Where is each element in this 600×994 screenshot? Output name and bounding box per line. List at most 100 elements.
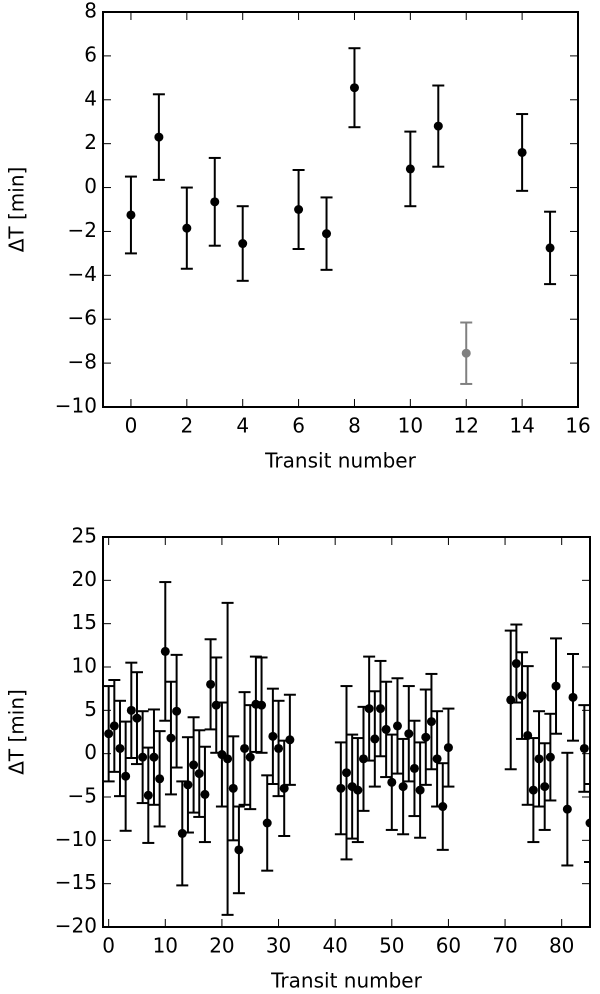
plot-area xyxy=(124,47,557,385)
data-point xyxy=(183,780,193,790)
data-point xyxy=(353,785,363,795)
data-point xyxy=(172,706,182,716)
data-point xyxy=(511,659,521,669)
data-point xyxy=(149,752,159,762)
data-point xyxy=(182,223,192,233)
data-point xyxy=(426,717,436,727)
data-point xyxy=(285,735,295,745)
data-point xyxy=(585,818,590,828)
y-tick-label: 15 xyxy=(72,610,97,634)
y-tick-label: 6 xyxy=(84,42,97,66)
x-tick-label: 0 xyxy=(102,934,115,958)
data-point xyxy=(238,239,248,249)
data-point xyxy=(381,724,391,734)
data-point xyxy=(517,691,527,701)
data-point xyxy=(433,121,443,131)
data-point xyxy=(143,790,153,800)
data-point xyxy=(405,164,415,174)
y-tick-label: −6 xyxy=(68,306,97,330)
data-point xyxy=(404,729,414,739)
x-tick-label: 20 xyxy=(209,934,234,958)
data-point xyxy=(109,721,119,731)
data-point xyxy=(279,783,289,793)
data-point xyxy=(342,768,351,778)
data-point xyxy=(138,752,148,762)
data-point xyxy=(234,845,244,855)
x-tick-label: 30 xyxy=(266,934,291,958)
data-point xyxy=(438,802,448,812)
axes-frame xyxy=(102,536,591,928)
data-point xyxy=(228,783,238,793)
y-tick-label: 4 xyxy=(84,86,97,110)
data-point xyxy=(358,754,368,764)
x-axis-label: Transit number xyxy=(264,449,416,473)
y-tick-label: −10 xyxy=(55,394,97,418)
data-point xyxy=(375,704,385,714)
data-point xyxy=(200,789,210,799)
x-tick-label: 10 xyxy=(398,414,423,438)
data-point xyxy=(223,754,233,764)
y-tick-label: 10 xyxy=(72,654,97,678)
data-point xyxy=(545,243,555,253)
data-point xyxy=(262,818,272,828)
data-point xyxy=(189,760,199,770)
data-point xyxy=(562,804,572,814)
x-axis-label: Transit number xyxy=(270,969,422,993)
data-point xyxy=(421,732,431,742)
data-point xyxy=(432,754,442,764)
data-point xyxy=(104,729,114,739)
x-tick-label: 10 xyxy=(153,934,178,958)
x-tick-label: 4 xyxy=(236,414,249,438)
data-point xyxy=(245,752,255,762)
data-point xyxy=(210,197,220,207)
x-tick-label: 50 xyxy=(379,934,404,958)
data-point xyxy=(568,692,578,702)
axes-frame xyxy=(102,11,579,408)
data-point xyxy=(579,743,589,753)
data-point xyxy=(115,743,125,753)
data-point xyxy=(126,210,136,220)
y-tick-label: 8 xyxy=(84,0,97,23)
y-tick-label: −15 xyxy=(55,870,97,894)
x-tick-label: 2 xyxy=(180,414,193,438)
y-axis-label: ΔT [min] xyxy=(5,167,29,253)
data-point xyxy=(257,700,267,710)
data-point xyxy=(545,752,555,762)
y-tick-label: 0 xyxy=(84,740,97,764)
x-tick-label: 6 xyxy=(292,414,305,438)
data-point xyxy=(409,763,419,773)
data-point xyxy=(364,704,374,714)
x-tick-label: 16 xyxy=(565,414,590,438)
data-point xyxy=(268,731,278,741)
data-point xyxy=(392,721,402,731)
data-point xyxy=(387,777,397,787)
data-point xyxy=(415,785,425,795)
x-tick-label: 12 xyxy=(454,414,479,438)
x-tick-label: 40 xyxy=(322,934,347,958)
y-tick-label: −8 xyxy=(68,350,97,374)
x-tick-label: 70 xyxy=(492,934,517,958)
data-point xyxy=(551,681,561,691)
plot-area xyxy=(103,581,590,916)
data-point xyxy=(160,646,170,656)
data-point xyxy=(274,743,284,753)
x-tick-label: 14 xyxy=(509,414,534,438)
x-tick-label: 0 xyxy=(125,414,138,438)
data-point xyxy=(461,348,471,358)
data-point xyxy=(126,705,136,715)
data-point xyxy=(534,754,544,764)
y-tick-label: 2 xyxy=(84,130,97,154)
data-point xyxy=(240,743,250,753)
data-point xyxy=(336,783,346,793)
x-tick-label: 80 xyxy=(549,934,574,958)
y-tick-label: 5 xyxy=(84,697,97,721)
y-tick-label: 20 xyxy=(72,567,97,591)
y-tick-label: 0 xyxy=(84,174,97,198)
x-tick-label: 8 xyxy=(348,414,361,438)
data-point xyxy=(132,713,142,723)
y-tick-label: −20 xyxy=(55,914,97,938)
y-tick-label: −2 xyxy=(68,218,97,242)
data-point xyxy=(154,132,164,142)
data-point xyxy=(194,769,204,779)
